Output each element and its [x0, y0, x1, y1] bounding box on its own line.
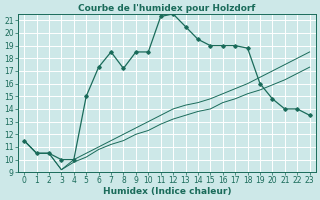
X-axis label: Humidex (Indice chaleur): Humidex (Indice chaleur) — [103, 187, 231, 196]
Title: Courbe de l'humidex pour Holzdorf: Courbe de l'humidex pour Holzdorf — [78, 4, 256, 13]
